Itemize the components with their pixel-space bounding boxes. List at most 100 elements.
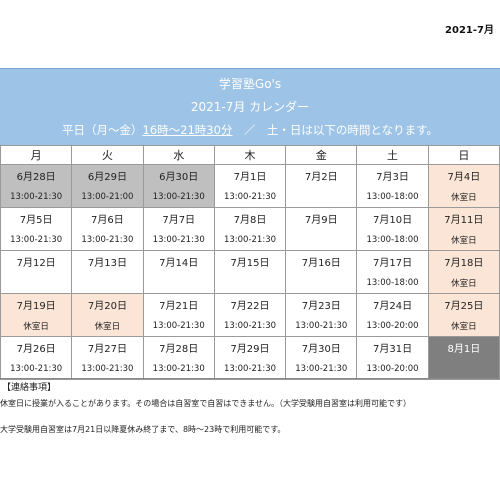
weekday-header-row: 月 火 水 木 金 土 日 <box>0 145 500 165</box>
day-hours: 13:00-21:30 <box>213 229 287 251</box>
day-hours: 休室日 <box>71 315 144 337</box>
weekday-fri: 金 <box>285 145 358 165</box>
day-hours: 13:00-21:30 <box>71 358 144 380</box>
weekday-hours: 16時～21時30分 <box>142 123 233 137</box>
day-date: 7月2日 <box>285 164 358 186</box>
day-date: 7月28日 <box>142 336 215 358</box>
week-date-row: 7月19日 7月20日 7月21日 7月22日 7月23日 7月24日 7月25日 <box>0 293 500 315</box>
note-line: 大学受験用自習室は7月21日以降夏休み終了まで、8時～23時で利用可能です。 <box>0 425 286 434</box>
day-date: 7月1日 <box>213 164 287 186</box>
day-date: 7月26日 <box>0 336 73 358</box>
day-hours: 13:00-21:30 <box>142 186 215 208</box>
day-date: 7月31日 <box>356 336 429 358</box>
day-hours: 休室日 <box>427 315 500 337</box>
week-hours-row: 13:00-21:30 13:00-21:00 13:00-21:30 13:00-2… <box>0 186 500 208</box>
day-date: 6月30日 <box>142 164 215 186</box>
day-date: 7月18日 <box>427 250 500 272</box>
day-hours: 13:00-18:00 <box>356 272 429 294</box>
day-date: 6月29日 <box>71 164 144 186</box>
day-date: 7月6日 <box>71 207 144 229</box>
day-hours: 休室日 <box>427 272 500 294</box>
day-hours: 13:00-21:30 <box>213 315 287 337</box>
day-hours: 13:00-21:00 <box>71 186 144 208</box>
month-label: 2021-7月 <box>445 25 494 36</box>
week-hours-row: 13:00-18:00 休室日 <box>0 272 500 294</box>
day-date: 7月20日 <box>71 293 144 315</box>
day-hours: 13:00-21:30 <box>142 229 215 251</box>
notes-section: 【連絡事項】 休室日に授業が入ることがあります。その場合は自習室で自習はできませ… <box>0 378 500 445</box>
weekday-tue: 火 <box>71 145 144 165</box>
week-hours-row: 13:00-21:30 13:00-21:30 13:00-21:30 13:00-2… <box>0 229 500 251</box>
calendar-table: 月 火 水 木 金 土 日 6月28日 6月29日 6月30日 7月1日 7月2日 7月3… <box>0 145 500 380</box>
day-date: 7月17日 <box>356 250 429 272</box>
school-name: 学習塾Go's <box>218 77 282 91</box>
day-hours: 休室日 <box>0 315 73 337</box>
day-date: 7月7日 <box>142 207 215 229</box>
day-hours: 休室日 <box>427 186 500 208</box>
day-date: 7月5日 <box>0 207 73 229</box>
week-date-row: 6月28日 6月29日 6月30日 7月1日 7月2日 7月3日 7月4日 <box>0 164 500 186</box>
day-hours: 13:00-21:30 <box>0 358 73 380</box>
week-date-row: 7月12日 7月13日 7月14日 7月15日 7月16日 7月17日 7月18日 <box>0 250 500 272</box>
note-line: 休室日に授業が入ることがあります。その場合は自習室で自習はできません。（大学受験… <box>0 399 411 408</box>
day-hours: 13:00-18:00 <box>356 229 429 251</box>
day-hours <box>71 272 144 294</box>
day-date: 7月16日 <box>285 250 358 272</box>
day-date: 7月11日 <box>427 207 500 229</box>
day-hours <box>285 186 358 208</box>
day-hours: 13:00-20:00 <box>356 358 429 380</box>
day-date: 7月9日 <box>285 207 358 229</box>
day-date: 7月21日 <box>142 293 215 315</box>
hours-suffix: ／ 土・日は以下の時間となります。 <box>243 123 438 137</box>
day-date: 7月14日 <box>142 250 215 272</box>
day-date: 7月4日 <box>427 164 500 186</box>
day-hours <box>285 272 358 294</box>
day-hours <box>285 229 358 251</box>
day-date: 7月29日 <box>213 336 287 358</box>
day-date: 7月13日 <box>71 250 144 272</box>
calendar-banner: 学習塾Go's 2021-7月 カレンダー 平日（月～金）16時～21時30分 … <box>0 68 500 147</box>
day-hours: 休室日 <box>427 229 500 251</box>
day-hours: 13:00-18:00 <box>356 186 429 208</box>
weekday-sat: 土 <box>356 145 429 165</box>
day-hours <box>427 358 500 380</box>
day-date: 7月15日 <box>213 250 287 272</box>
day-hours <box>213 272 287 294</box>
day-hours: 13:00-21:30 <box>142 358 215 380</box>
week-date-row: 7月26日 7月27日 7月28日 7月29日 7月30日 7月31日 8月1日 <box>0 336 500 358</box>
day-hours: 13:00-21:30 <box>0 186 73 208</box>
hours-prefix: 平日（月～金） <box>62 123 143 137</box>
calendar-body: 6月28日 6月29日 6月30日 7月1日 7月2日 7月3日 7月4日 13:00-21:… <box>0 164 500 380</box>
day-hours: 13:00-20:00 <box>356 315 429 337</box>
day-date: 7月27日 <box>71 336 144 358</box>
weekday-thu: 木 <box>213 145 287 165</box>
day-hours <box>142 272 215 294</box>
day-date: 7月23日 <box>285 293 358 315</box>
day-date: 7月24日 <box>356 293 429 315</box>
day-hours: 13:00-21:30 <box>285 315 358 337</box>
day-date: 7月3日 <box>356 164 429 186</box>
week-hours-row: 13:00-21:30 13:00-21:30 13:00-21:30 13:00-2… <box>0 358 500 380</box>
day-date: 7月19日 <box>0 293 73 315</box>
day-date: 7月12日 <box>0 250 73 272</box>
day-date: 8月1日 <box>427 336 500 358</box>
day-hours: 13:00-21:30 <box>71 229 144 251</box>
day-hours: 13:00-21:30 <box>142 315 215 337</box>
day-date: 7月25日 <box>427 293 500 315</box>
day-hours: 13:00-21:30 <box>0 229 73 251</box>
day-hours: 13:00-21:30 <box>285 358 358 380</box>
day-date: 7月10日 <box>356 207 429 229</box>
day-date: 7月30日 <box>285 336 358 358</box>
week-date-row: 7月5日 7月6日 7月7日 7月8日 7月9日 7月10日 7月11日 <box>0 207 500 229</box>
day-hours <box>0 272 73 294</box>
day-date: 7月8日 <box>213 207 287 229</box>
day-date: 7月22日 <box>213 293 287 315</box>
weekday-wed: 水 <box>142 145 215 165</box>
weekday-mon: 月 <box>0 145 73 165</box>
day-hours: 13:00-21:30 <box>213 358 287 380</box>
hours-note: 平日（月～金）16時～21時30分 ／ 土・日は以下の時間となります。 <box>0 122 500 138</box>
day-hours: 13:00-21:30 <box>213 186 287 208</box>
day-date: 6月28日 <box>0 164 73 186</box>
calendar-title: 2021-7月 カレンダー <box>190 100 310 114</box>
notes-title: 【連絡事項】 <box>2 383 57 393</box>
